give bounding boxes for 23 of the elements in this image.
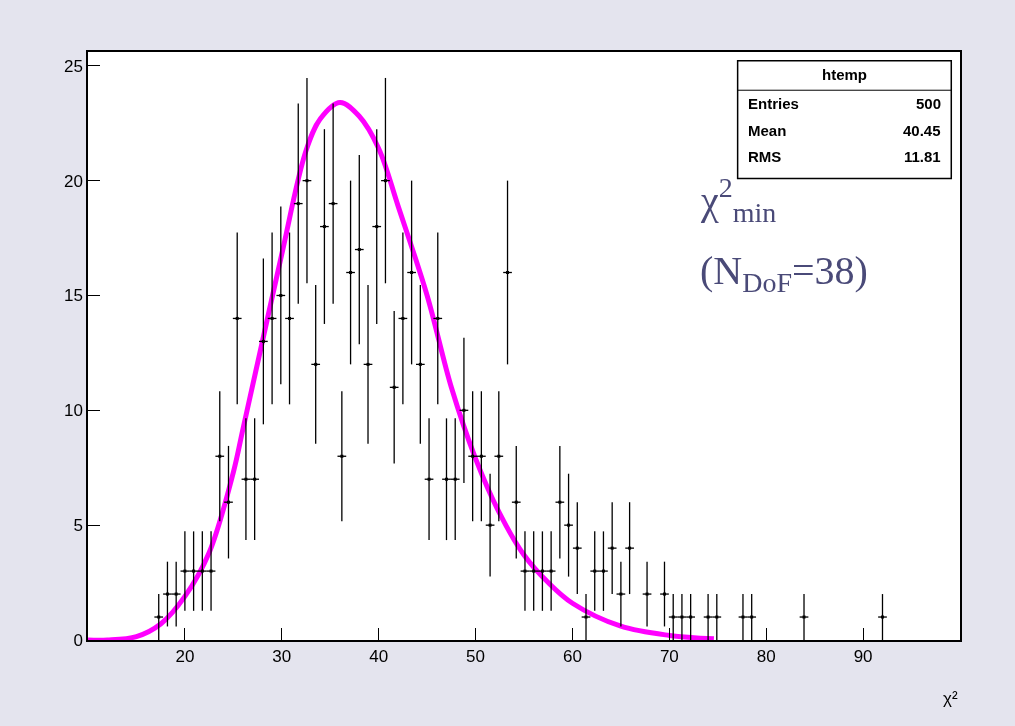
x-tick-label: 80 [756,647,776,667]
annotation: (N$_{DoF}$=38) [700,248,868,299]
y-tick-label: 20 [63,171,83,191]
x-tick-label: 60 [562,647,582,667]
x-axis-title: χ² [943,689,958,708]
annotation: Mean [748,122,787,139]
annotation: 500 [916,95,942,112]
annotation: htemp [822,66,867,83]
x-tick-label: 90 [853,647,873,667]
y-tick-label: 25 [63,56,83,76]
x-tick-label: 70 [659,647,679,667]
x-tick-label: 50 [466,647,486,667]
annotation: RMS [748,148,782,165]
x-tick-label: 20 [175,647,195,667]
y-tick-label: 10 [63,401,83,421]
y-tick-label: 5 [73,516,83,536]
annotation: 40.45 [903,122,941,139]
y-tick-label: 0 [73,630,83,650]
y-tick-label: 15 [63,286,83,306]
annotation: 11.81 [904,148,941,165]
x-tick-label: 40 [369,647,389,667]
x-tick-label: 30 [272,647,292,667]
annotation: Entries [748,95,799,112]
